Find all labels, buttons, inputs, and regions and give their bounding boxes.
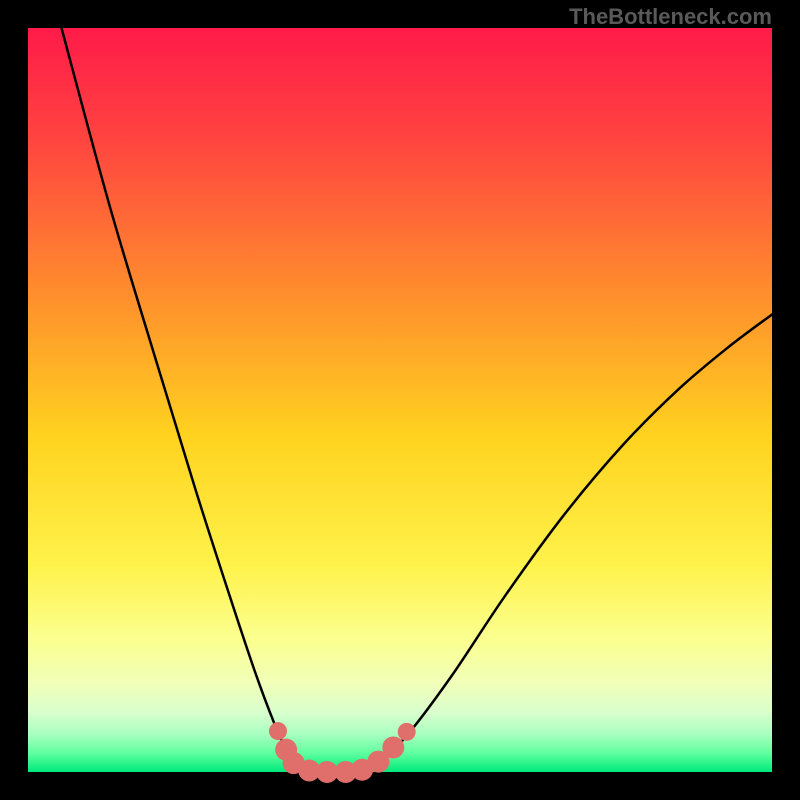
- curve-layer: [28, 28, 772, 772]
- bottleneck-curve: [61, 28, 772, 772]
- plot-area: [28, 28, 772, 772]
- blob-point: [269, 722, 287, 740]
- blob-point: [398, 723, 416, 741]
- chart-root: TheBottleneck.com: [0, 0, 800, 800]
- blob-group: [269, 722, 416, 783]
- watermark-text: TheBottleneck.com: [569, 4, 772, 30]
- blob-point: [382, 736, 404, 758]
